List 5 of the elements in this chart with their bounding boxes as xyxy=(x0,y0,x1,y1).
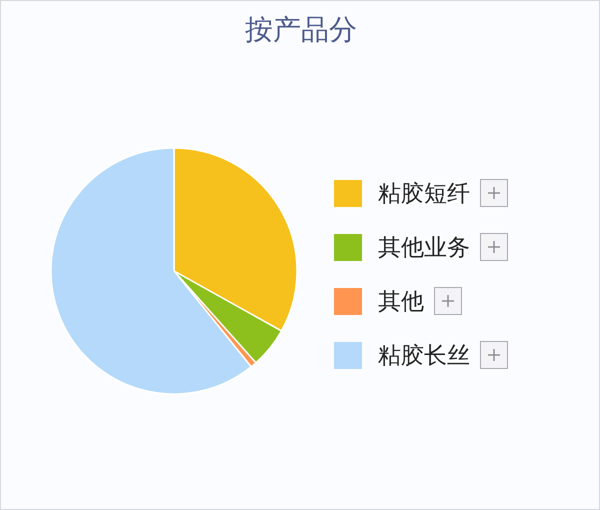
legend-label: 粘胶短纤 xyxy=(378,180,470,208)
chart-title: 按产品分 xyxy=(244,12,358,48)
legend-label: 粘胶长丝 xyxy=(378,342,470,370)
legend-label: 其他 xyxy=(378,288,424,316)
legend-label: 其他业务 xyxy=(378,234,470,262)
